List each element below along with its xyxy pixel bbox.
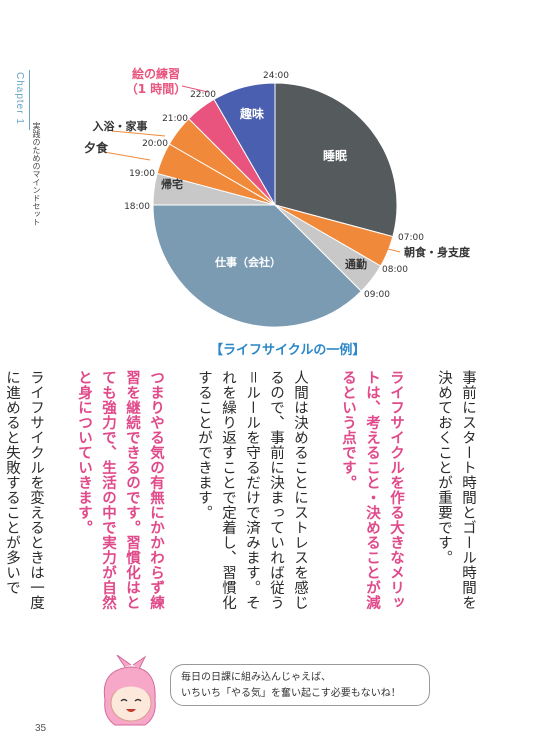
slice-label-1: 朝食・身支度 — [404, 245, 471, 259]
paragraph-3-highlight: つまりやる気の有無にかかわらず練習を継続できるのです。習慣化はとても強力で、生活… — [76, 370, 164, 610]
slice-label-7: 絵の練習 — [132, 66, 180, 81]
leader-line-2 — [103, 151, 151, 161]
slice-label-2: 通勤 — [345, 257, 367, 271]
slice-label-0: 睡眠 — [323, 148, 347, 163]
paragraph-1: 事前にスタート時間とゴール時間を決めておくことが重要です。 — [436, 370, 476, 610]
slice-label-4: 帰宅 — [161, 177, 183, 191]
pie-slice-8 — [213, 82, 276, 207]
speech-line-2: いちいち「やる気」を奮い起こす必要もないね！ — [181, 688, 401, 699]
chart-caption: 【ライフサイクルの一例】 — [210, 343, 366, 358]
time-label-2: 08:00 — [382, 265, 408, 275]
pie-slice-0 — [274, 82, 398, 238]
pie-slice-3 — [152, 204, 362, 328]
slice-label-7: （1 時間） — [126, 81, 187, 96]
time-label-4: 18:00 — [124, 202, 150, 212]
time-label-3: 09:00 — [364, 290, 390, 300]
paragraph-4: ライフサイクルを変えるときは一度に進めると失敗することが多いです。 — [4, 370, 44, 610]
speech-bubble: 毎日の日課に組み込んじゃえば、 いちいち「やる気」を奮い起こす必要もないね！ — [170, 664, 430, 706]
time-label-8: 22:00 — [190, 90, 216, 100]
leader-line-3 — [181, 85, 209, 93]
time-label-5: 19:00 — [129, 169, 155, 179]
body-text: 事前にスタート時間とゴール時間を決めておくことが重要です。 ライフサイクルを作る… — [4, 370, 480, 620]
chapter-divider — [29, 70, 30, 130]
time-label-1: 07:00 — [398, 233, 424, 243]
time-label-0: 24:00 — [263, 71, 289, 81]
page-number: 35 — [35, 723, 47, 734]
leader-line-0 — [371, 244, 401, 253]
slice-label-6: 入浴・家事 — [93, 119, 148, 133]
leader-line-1 — [111, 130, 166, 137]
chapter-label: Chapter 1 — [14, 72, 25, 125]
time-label-6: 20:00 — [142, 139, 168, 149]
paragraph-2-body: 人間は決めることにストレスを感じるので、事前に決まっていれば従う＝ルールを守るだ… — [196, 370, 308, 610]
chapter-subtitle: 実践のためのマインドセット — [32, 122, 41, 226]
time-label-7: 21:00 — [162, 114, 188, 124]
slice-label-5: 夕食 — [84, 140, 109, 155]
speech-line-1: 毎日の日課に組み込んじゃえば、 — [181, 672, 331, 683]
mascot-character-icon — [103, 655, 156, 726]
slice-label-8: 趣味 — [239, 106, 264, 121]
paragraph-2-highlight: ライフサイクルを作る大きなメリットは、考えること・決めることが減るという点です。 — [340, 370, 404, 610]
slice-label-3: 仕事（会社） — [214, 255, 281, 269]
